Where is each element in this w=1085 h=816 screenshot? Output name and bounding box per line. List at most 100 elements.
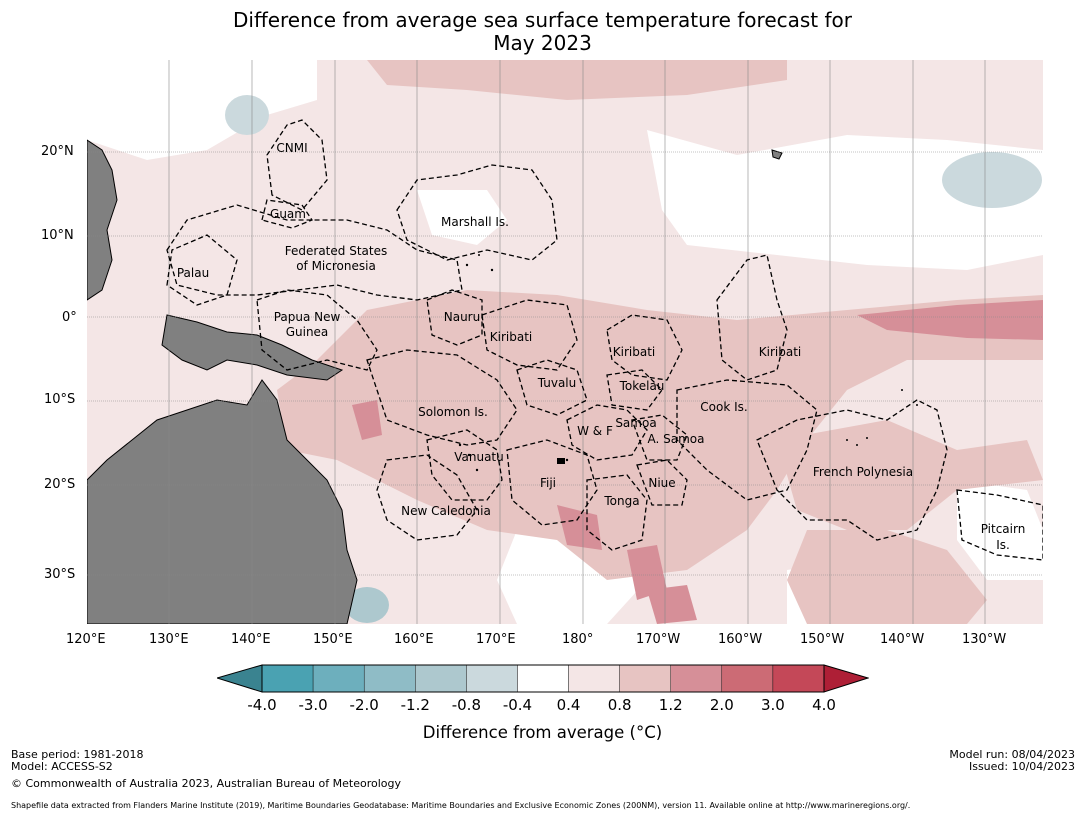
warm-anomaly-zone <box>367 60 787 100</box>
eez-kiribati-phoenix <box>606 314 683 381</box>
lon-label-130e: 130°E <box>149 632 189 647</box>
eez-samoa-wf <box>566 404 648 461</box>
eez-cook <box>676 379 818 501</box>
strong-warm-anomaly-zone <box>557 505 602 550</box>
region-label-tokelau: Tokelau <box>619 379 665 393</box>
region-label-niue: Niue <box>648 476 675 490</box>
region-label-tonga: Tonga <box>603 494 639 508</box>
eez-guam <box>261 199 313 229</box>
colorbar-tick-label: 2.0 <box>709 696 734 714</box>
eez-american-samoa <box>631 414 688 461</box>
colorbar-cell <box>568 664 620 693</box>
region-label-kiribati-gilbert: Kiribati <box>490 330 532 344</box>
colorbar-tick-label: 0.8 <box>607 696 632 714</box>
colorbar-cells <box>261 664 825 693</box>
colorbar-low-extend <box>217 664 263 693</box>
eez-png <box>256 289 378 371</box>
near-average-zone <box>647 130 1043 270</box>
eez-pitcairn <box>956 489 1043 561</box>
lon-label-120e: 120°E <box>66 632 106 647</box>
region-labels: CNMI Guam Marshall Is. Federated States … <box>177 141 1025 552</box>
lon-label-170e: 170°E <box>476 632 516 647</box>
lat-label-20s: 20°S <box>44 477 76 492</box>
eez-tonga <box>586 474 648 551</box>
eez-micronesia <box>166 204 463 301</box>
colorbar-tick-label: 3.0 <box>760 696 785 714</box>
lon-label-150w: 150°W <box>800 632 845 647</box>
near-average-zone <box>957 480 1043 580</box>
lon-label-140w: 140°W <box>880 632 925 647</box>
region-label-new-caledonia: New Caledonia <box>401 504 491 518</box>
footer-model: Model: ACCESS-S2 <box>11 760 113 773</box>
eez-tokelau <box>606 369 663 411</box>
near-average-zone <box>87 60 317 160</box>
region-label-french-polynesia: French Polynesia <box>813 465 913 479</box>
eez-kiribati-line <box>716 254 788 381</box>
colorbar-cell <box>363 664 416 693</box>
cool-anomaly-zone <box>942 152 1042 208</box>
eez-nauru <box>426 289 483 346</box>
region-label-pitcairn-2: Is. <box>996 538 1010 552</box>
eez-tuvalu <box>516 359 588 416</box>
region-label-marshall: Marshall Is. <box>441 215 509 229</box>
graticule <box>87 60 1043 624</box>
eez-french-polynesia <box>756 399 948 541</box>
region-label-solomon: Solomon Is. <box>418 405 488 419</box>
colorbar-cell <box>619 664 671 693</box>
strong-warm-anomaly-zone <box>352 400 382 440</box>
lon-label-160w: 160°W <box>718 632 763 647</box>
region-label-tuvalu: Tuvalu <box>537 376 577 390</box>
region-label-american-samoa: A. Samoa <box>648 432 705 446</box>
region-label-micronesia-1: Federated States <box>285 244 387 258</box>
colorbar-cell <box>670 664 723 693</box>
footer-issued: Issued: 10/04/2023 <box>968 760 1075 773</box>
colorbar-tick-label: -2.0 <box>349 696 379 714</box>
region-label-kiribati-line: Kiribati <box>759 345 801 359</box>
footer-shapefile-credit: Shapefile data extracted from Flanders M… <box>11 801 911 810</box>
colorbar-tick-label: -0.4 <box>502 696 533 714</box>
cool-anomaly-zone <box>345 587 389 623</box>
colorbar-tick-label: -0.8 <box>451 696 481 714</box>
strong-warm-anomaly-zone <box>857 300 1043 340</box>
region-label-micronesia-2: of Micronesia <box>296 259 376 273</box>
colorbar-tick-label: -3.0 <box>298 696 328 714</box>
colorbar-tick-label: -1.2 <box>400 696 430 714</box>
region-label-png-2: Guinea <box>286 325 329 339</box>
lon-label-130w: 130°W <box>962 632 1007 647</box>
region-label-palau: Palau <box>177 266 209 280</box>
strong-warm-anomaly-zone <box>627 545 667 600</box>
colorbar-cell <box>415 664 467 693</box>
region-label-nauru: Nauru <box>444 310 480 324</box>
region-label-guam: Guam <box>270 207 306 221</box>
land-mass-philippines <box>87 139 118 301</box>
eez-boundaries <box>166 119 1043 561</box>
region-label-pitcairn-1: Pitcairn <box>981 522 1026 536</box>
region-label-kiribati-phoenix: Kiribati <box>613 345 655 359</box>
colorbar-label: Difference from average (°C) <box>422 723 663 742</box>
eez-cnmi <box>266 119 328 211</box>
region-label-png-1: Papua New <box>274 310 341 324</box>
strong-warm-anomaly-zone <box>647 585 697 624</box>
colorbar-cell <box>721 664 774 693</box>
colorbar-cell <box>517 664 569 693</box>
near-average-zone <box>417 190 507 245</box>
colorbar <box>217 664 869 693</box>
warm-anomaly-zone <box>777 420 1043 530</box>
colorbar-cell <box>466 664 518 693</box>
lat-label-10s: 10°S <box>44 392 76 407</box>
footer-copyright: © Commonwealth of Australia 2023, Austra… <box>11 777 401 790</box>
warm-anomaly-zone <box>787 530 987 624</box>
colorbar-tick-label: 0.4 <box>556 696 581 714</box>
eez-niue <box>636 459 688 506</box>
eez-vanuatu <box>426 429 503 501</box>
cool-anomaly-zone <box>225 95 269 135</box>
eez-marshall <box>396 164 558 261</box>
map-title-line1: Difference from average sea surface temp… <box>232 8 852 32</box>
eez-new-caledonia <box>376 454 478 541</box>
sst-anomaly-map: CNMI Guam Marshall Is. Federated States … <box>87 60 1043 624</box>
footer-model-run: Model run: 08/04/2023 <box>949 748 1075 761</box>
colorbar-cell <box>312 664 365 693</box>
colorbar-high-extend <box>823 664 869 693</box>
colorbar-cell <box>261 664 314 693</box>
small-islands <box>458 254 918 472</box>
